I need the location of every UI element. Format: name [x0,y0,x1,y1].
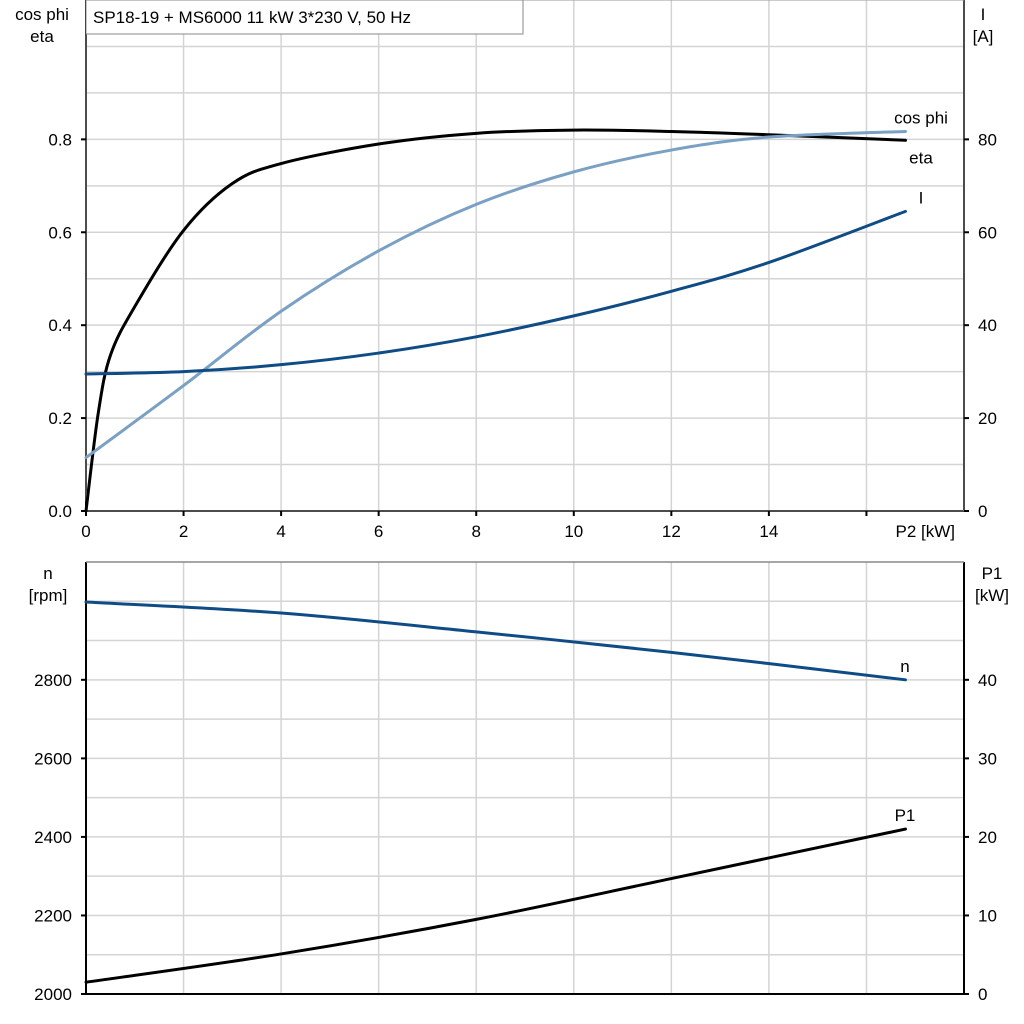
x-tick-label: 0 [81,522,90,541]
series-line-cos-phi [84,129,907,460]
y-axis-label-right: I [981,5,986,24]
chart-title: SP18-19 + MS6000 11 kW 3*230 V, 50 Hz [93,8,411,27]
x-axis-label: P2 [kW] [895,522,955,541]
series-label-n: n [900,657,909,676]
series-label-cos-phi: cos phi [894,108,948,127]
y-axis-label-left: cos phi [15,5,69,24]
title-box [85,0,524,35]
y-tick-label-left: 0.0 [48,502,72,521]
y-tick-label-right: 0 [978,502,987,521]
y-tick-label-right: 10 [978,906,997,925]
y-axis-label-left: [rpm] [29,586,68,605]
series-line-n [84,600,907,682]
series-label-p1: P1 [895,806,916,825]
y-axis-label-right: [A] [973,27,994,46]
plot-frame [85,0,965,512]
y-tick-label-left: 2400 [34,828,72,847]
y-tick-label-left: 2200 [34,906,72,925]
y-tick-label-right: 30 [978,749,997,768]
x-tick-label: 14 [759,522,778,541]
series-label-eta: eta [909,148,933,167]
y-tick-label-right: 80 [978,130,997,149]
y-axis-label-left: n [43,564,52,583]
y-tick-label-left: 2600 [34,749,72,768]
y-tick-label-right: 40 [978,671,997,690]
y-tick-label-left: 2800 [34,671,72,690]
x-tick-label: 6 [374,522,383,541]
y-tick-label-left: 0.8 [48,130,72,149]
y-axis-label-right: P1 [982,564,1003,583]
y-tick-label-right: 40 [978,316,997,335]
y-tick-label-right: 60 [978,223,997,242]
y-tick-label-right: 0 [978,985,987,1004]
y-axis-label-left: eta [30,27,54,46]
y-tick-label-left: 0.4 [48,316,72,335]
x-tick-label: 10 [564,522,583,541]
x-tick-label: 2 [179,522,188,541]
series-line-p1 [84,827,907,984]
y-axis-label-right: [kW] [975,586,1009,605]
series-label-i: I [919,188,924,207]
y-tick-label-left: 2000 [34,985,72,1004]
x-tick-label: 4 [276,522,285,541]
y-tick-label-left: 0.2 [48,409,72,428]
y-tick-label-left: 0.6 [48,223,72,242]
series-line-i [84,209,907,376]
x-tick-label: 8 [471,522,480,541]
series-line-eta [84,128,907,513]
y-tick-label-right: 20 [978,828,997,847]
x-tick-label: 12 [662,522,681,541]
y-tick-label-right: 20 [978,409,997,428]
